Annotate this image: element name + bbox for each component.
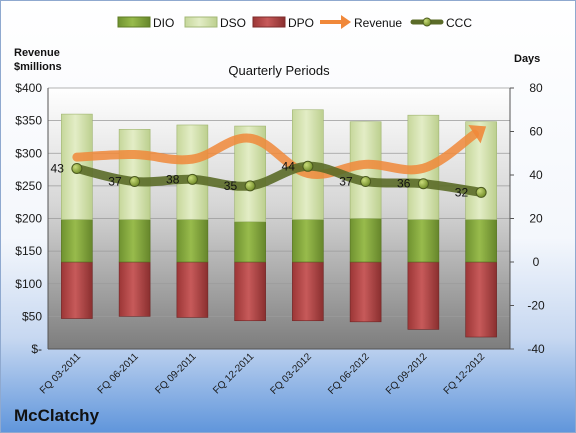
- y-left-tick-label: $200: [15, 212, 42, 226]
- bar-dpo: [292, 261, 324, 322]
- legend-swatch-dpo: [252, 16, 286, 28]
- y-right-tick-label: 80: [529, 81, 543, 95]
- y-right-tick-label: -20: [527, 299, 545, 313]
- revenue-arrowhead: [468, 125, 487, 144]
- y-right-axis: -40 -20 0 20 40 60 80: [509, 81, 545, 356]
- company-name: McClatchy: [14, 406, 100, 425]
- legend-label-ccc: CCC: [446, 16, 472, 30]
- chart-title: Quarterly Periods: [228, 63, 330, 78]
- legend-swatch-dso: [184, 16, 218, 28]
- ccc-point: [360, 176, 372, 188]
- legend-swatch-dio: [117, 16, 151, 28]
- ccc-data-label: 43: [51, 161, 65, 175]
- y-left-tick-label: $-: [31, 342, 42, 356]
- ccc-data-label: 32: [455, 185, 469, 199]
- y-right-tick-label: -40: [527, 342, 545, 356]
- ccc-point: [302, 160, 314, 172]
- bar-dio: [465, 219, 497, 263]
- ccc-data-label: 38: [166, 172, 180, 186]
- bar-dpo: [176, 261, 209, 318]
- y-left-tick-label: $50: [22, 309, 42, 323]
- ccc-point: [417, 178, 429, 190]
- bar-dpo: [234, 261, 266, 322]
- bar-dio: [349, 218, 382, 263]
- bars-group: [61, 109, 497, 338]
- y-right-tick-label: 0: [533, 255, 540, 269]
- bar-dpo: [407, 261, 440, 330]
- y-left-title-line1: Revenue: [14, 47, 60, 59]
- legend-swatch-ccc: [410, 17, 444, 27]
- ccc-point: [244, 180, 256, 192]
- bar-dpo: [349, 261, 382, 323]
- bar-dio: [118, 219, 151, 263]
- legend-label-revenue: Revenue: [354, 16, 402, 30]
- y-left-axis: $- $50 $100 $150 $200 $250 $300 $350 $400: [15, 81, 49, 356]
- legend-label-dio: DIO: [153, 16, 174, 30]
- ccc-point: [129, 176, 141, 188]
- ccc-data-label: 44: [282, 159, 296, 173]
- ccc-data-label: 35: [224, 179, 238, 193]
- ccc-point: [186, 173, 198, 185]
- ccc-point: [475, 186, 487, 198]
- y-left-tick-label: $150: [15, 244, 42, 258]
- bar-dio: [176, 219, 209, 263]
- bar-dio: [61, 219, 93, 263]
- ccc-data-label: 36: [397, 177, 411, 191]
- y-right-tick-label: 60: [529, 125, 543, 139]
- bar-dpo: [118, 261, 151, 317]
- y-left-tick-label: $300: [15, 146, 42, 160]
- bar-dio: [292, 219, 324, 263]
- bar-dso: [118, 129, 151, 220]
- legend: DIO DSO DPO Revenue CCC: [117, 15, 472, 30]
- y-left-tick-label: $350: [15, 114, 42, 128]
- ccc-point: [71, 162, 83, 174]
- y-right-title: Days: [514, 53, 540, 65]
- legend-label-dpo: DPO: [288, 16, 314, 30]
- y-left-tick-label: $100: [15, 277, 42, 291]
- bar-dso: [176, 124, 209, 220]
- lines-group: 43 37 38 35 44 37 36 32: [51, 125, 487, 199]
- bar-dio: [407, 219, 440, 263]
- ccc-data-label: 37: [108, 175, 122, 189]
- bar-dpo: [61, 261, 93, 319]
- y-left-tick-label: $400: [15, 81, 42, 95]
- ccc-line: [72, 161, 486, 197]
- ccc-data-label: 37: [339, 175, 353, 189]
- legend-label-dso: DSO: [220, 16, 246, 30]
- legend-swatch-revenue: [320, 15, 351, 29]
- y-left-title-line2: $millions: [14, 61, 62, 73]
- bar-dpo: [465, 261, 497, 338]
- y-right-tick-label: 40: [529, 168, 543, 182]
- y-left-tick-label: $250: [15, 179, 42, 193]
- revenue-line: [72, 129, 479, 179]
- y-right-tick-label: 20: [529, 212, 543, 226]
- bar-dio: [234, 221, 266, 263]
